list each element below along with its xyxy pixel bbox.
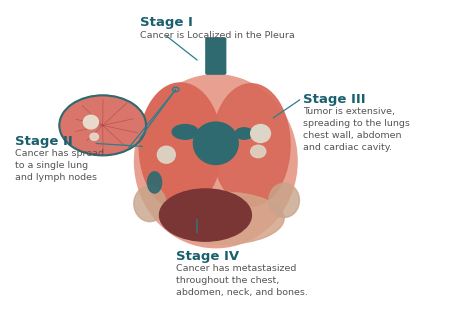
Ellipse shape (172, 125, 198, 139)
FancyBboxPatch shape (206, 67, 226, 74)
Text: Cancer is Localized in the Pleura: Cancer is Localized in the Pleura (140, 31, 295, 40)
FancyBboxPatch shape (206, 60, 226, 67)
Text: Cancer has spread
to a single lung
and lymph nodes: Cancer has spread to a single lung and l… (15, 149, 104, 182)
Text: Stage I: Stage I (140, 16, 193, 29)
Ellipse shape (251, 145, 266, 158)
FancyBboxPatch shape (206, 52, 226, 60)
Ellipse shape (157, 146, 175, 163)
FancyBboxPatch shape (206, 45, 226, 53)
Ellipse shape (90, 133, 99, 140)
FancyBboxPatch shape (206, 38, 226, 45)
Ellipse shape (162, 192, 284, 244)
Ellipse shape (83, 115, 99, 129)
Ellipse shape (235, 128, 253, 139)
Ellipse shape (193, 122, 238, 164)
Text: Tumor is extensive,
spreading to the lungs
chest wall, abdomen
and cardiac cavit: Tumor is extensive, spreading to the lun… (303, 107, 410, 152)
Circle shape (59, 95, 146, 155)
Ellipse shape (135, 75, 297, 248)
Ellipse shape (269, 183, 300, 217)
Ellipse shape (134, 186, 166, 222)
Text: Stage IV: Stage IV (176, 250, 239, 263)
Text: Cancer has metastasized
throughout the chest,
abdomen, neck, and bones.: Cancer has metastasized throughout the c… (176, 264, 308, 297)
Ellipse shape (147, 172, 162, 193)
Text: Stage III: Stage III (303, 93, 365, 106)
Ellipse shape (139, 83, 222, 210)
Ellipse shape (212, 84, 290, 206)
Text: Stage II: Stage II (15, 135, 73, 148)
Ellipse shape (251, 125, 271, 142)
Ellipse shape (159, 189, 251, 241)
